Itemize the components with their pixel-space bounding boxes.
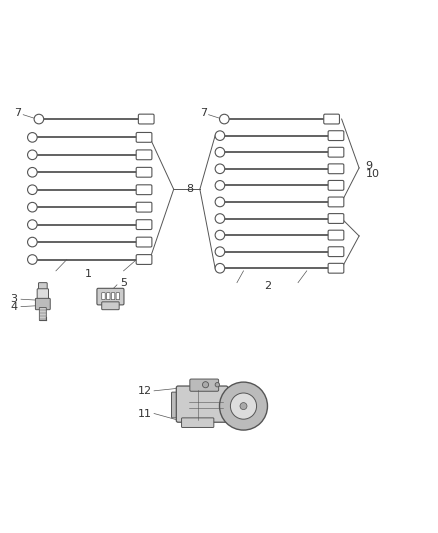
FancyBboxPatch shape (176, 386, 227, 422)
FancyBboxPatch shape (97, 288, 124, 305)
FancyBboxPatch shape (136, 255, 152, 264)
Circle shape (215, 383, 219, 387)
FancyBboxPatch shape (327, 247, 343, 256)
Text: 7: 7 (199, 108, 206, 118)
FancyBboxPatch shape (327, 147, 343, 157)
Circle shape (28, 255, 37, 264)
Circle shape (28, 185, 37, 195)
Circle shape (202, 382, 208, 388)
FancyBboxPatch shape (136, 150, 152, 160)
Circle shape (230, 393, 256, 419)
Circle shape (28, 133, 37, 142)
FancyBboxPatch shape (136, 167, 152, 177)
Circle shape (219, 114, 229, 124)
Text: 7: 7 (14, 108, 21, 118)
Text: 11: 11 (138, 408, 152, 418)
FancyBboxPatch shape (37, 289, 48, 301)
Circle shape (28, 237, 37, 247)
FancyBboxPatch shape (102, 293, 105, 300)
Text: 8: 8 (186, 184, 193, 195)
FancyBboxPatch shape (136, 185, 152, 195)
Circle shape (215, 164, 224, 174)
Circle shape (215, 148, 224, 157)
FancyBboxPatch shape (327, 181, 343, 190)
FancyBboxPatch shape (181, 418, 213, 427)
FancyBboxPatch shape (327, 263, 343, 273)
FancyBboxPatch shape (39, 308, 46, 320)
FancyBboxPatch shape (138, 114, 154, 124)
Circle shape (215, 131, 224, 140)
FancyBboxPatch shape (136, 133, 152, 142)
FancyBboxPatch shape (35, 298, 50, 310)
FancyBboxPatch shape (327, 214, 343, 223)
FancyBboxPatch shape (111, 293, 115, 300)
Text: 12: 12 (138, 386, 152, 396)
Text: 9: 9 (365, 161, 372, 171)
Text: 1: 1 (85, 269, 92, 279)
FancyBboxPatch shape (136, 220, 152, 230)
FancyBboxPatch shape (116, 293, 119, 300)
FancyBboxPatch shape (189, 379, 218, 391)
FancyBboxPatch shape (327, 230, 343, 240)
Circle shape (28, 203, 37, 212)
Text: 10: 10 (365, 169, 379, 179)
FancyBboxPatch shape (39, 282, 47, 292)
Circle shape (215, 197, 224, 207)
Circle shape (28, 150, 37, 159)
Text: 4: 4 (10, 302, 17, 312)
FancyBboxPatch shape (327, 164, 343, 174)
FancyBboxPatch shape (323, 114, 339, 124)
FancyBboxPatch shape (106, 293, 110, 300)
FancyBboxPatch shape (136, 237, 152, 247)
Circle shape (215, 214, 224, 223)
Circle shape (215, 263, 224, 273)
Circle shape (219, 382, 267, 430)
Circle shape (34, 114, 44, 124)
Circle shape (215, 247, 224, 256)
FancyBboxPatch shape (171, 392, 181, 418)
Circle shape (215, 230, 224, 240)
Circle shape (28, 167, 37, 177)
Circle shape (28, 220, 37, 229)
Circle shape (215, 181, 224, 190)
FancyBboxPatch shape (136, 202, 152, 212)
Text: 5: 5 (120, 278, 127, 288)
FancyBboxPatch shape (327, 131, 343, 141)
FancyBboxPatch shape (327, 197, 343, 207)
Text: 3: 3 (10, 294, 17, 304)
Circle shape (240, 402, 247, 409)
Text: 2: 2 (263, 281, 270, 291)
FancyBboxPatch shape (102, 302, 119, 310)
